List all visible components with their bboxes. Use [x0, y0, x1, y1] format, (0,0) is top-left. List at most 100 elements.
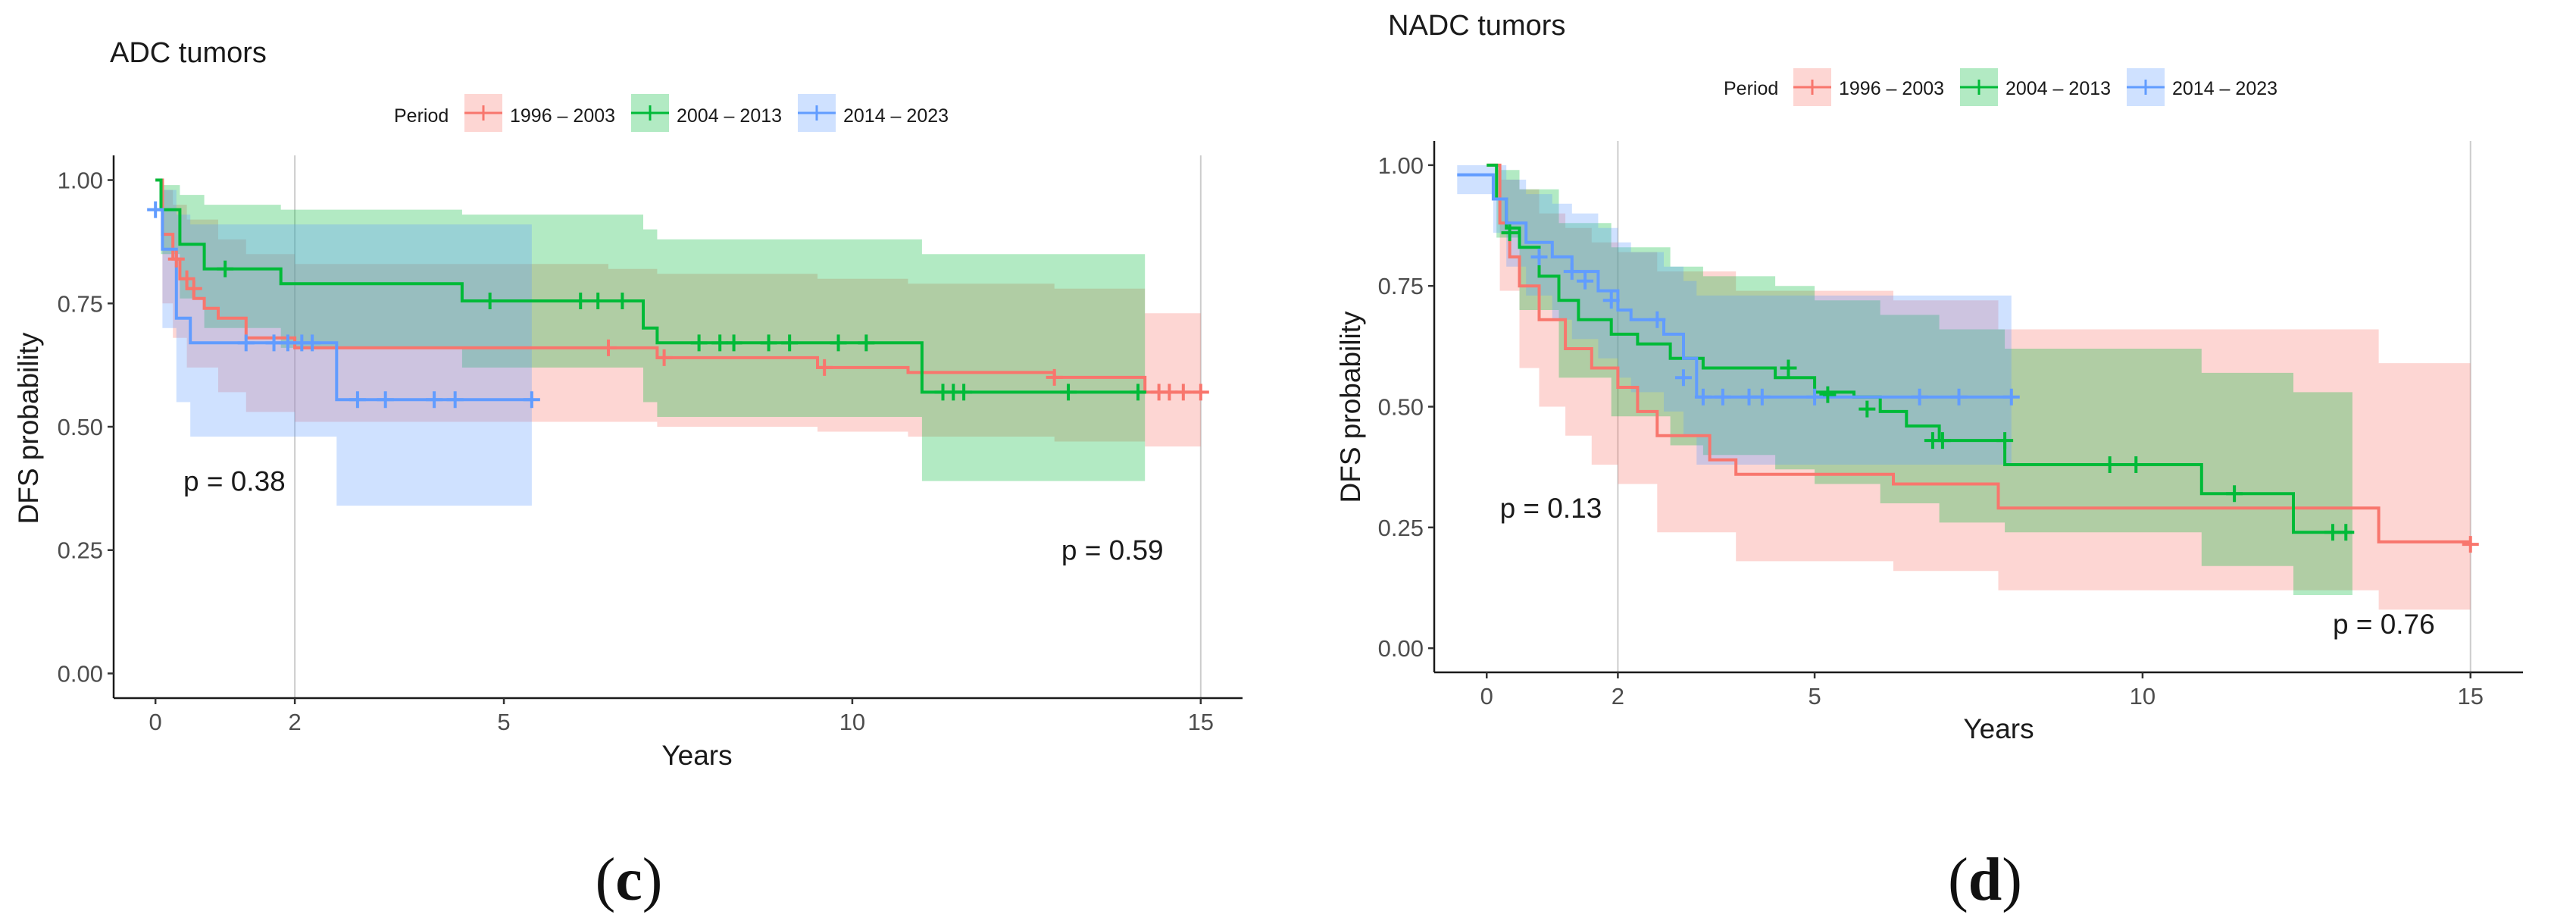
caption-open-paren: ( — [596, 847, 616, 913]
confidence-band — [1487, 164, 2352, 595]
censor-mark — [185, 280, 202, 297]
censor-mark — [2101, 456, 2118, 473]
y-tick-label: 0.25 — [1378, 515, 1424, 541]
censor-mark — [481, 293, 499, 310]
censor-mark — [600, 339, 617, 356]
censor-mark — [237, 334, 255, 352]
reference-lines — [294, 155, 1202, 698]
censor-marks — [147, 201, 1209, 409]
censor-mark — [1602, 292, 1620, 309]
censor-mark — [1911, 388, 1928, 406]
x-axis-ticks: 0 2 5 10 15 — [149, 698, 1214, 735]
censor-mark — [349, 391, 366, 409]
censor-mark — [1530, 248, 1548, 265]
censor-mark — [1934, 432, 1951, 449]
legend-key-censor-mark — [809, 105, 824, 121]
y-tick-label: 1.00 — [58, 168, 103, 194]
censor-mark — [2127, 456, 2145, 473]
y-tick-label: 0.00 — [1378, 635, 1424, 662]
censor-mark — [690, 334, 708, 352]
censor-mark — [217, 260, 234, 277]
y-tick-label: 0.75 — [58, 290, 103, 317]
censor-mark — [572, 293, 589, 310]
chart-title: NADC tumors — [1388, 10, 1565, 42]
censor-mark — [1950, 388, 1968, 406]
caption-close-paren: ) — [2002, 847, 2022, 913]
survival-curve — [1487, 163, 2471, 543]
x-tick-label: 10 — [2130, 683, 2156, 709]
confidence-band — [155, 180, 1201, 446]
y-axis-title: DFS probability — [13, 332, 44, 524]
censor-mark — [1694, 388, 1712, 406]
legend-label-2004-2013: 2004 – 2013 — [677, 105, 782, 127]
legend-title: Period — [394, 105, 449, 127]
censor-mark — [1819, 386, 1837, 403]
censor-mark — [1060, 384, 1077, 401]
x-tick-label: 15 — [1188, 709, 1214, 735]
chart-legend: Period 1996 – 2003 2004 – 2013 2014 – 20… — [1724, 68, 2277, 106]
y-axis-ticks: 0.00 0.25 0.50 0.75 1.00 — [58, 168, 114, 687]
chart-title: ADC tumors — [110, 37, 267, 69]
censor-mark — [377, 391, 394, 409]
censor-mark — [1046, 368, 1063, 386]
y-tick-label: 0.75 — [1378, 273, 1424, 299]
censor-mark — [614, 293, 631, 310]
censor-mark — [655, 349, 673, 366]
panel-caption-d: (d) — [1948, 847, 2022, 913]
chart-panel-c: ADC tumors Period 1996 – 2003 2004 – 201… — [13, 37, 1243, 913]
censor-mark — [265, 334, 283, 352]
censor-mark — [858, 334, 875, 352]
x-tick-label: 10 — [839, 709, 865, 735]
y-axis-ticks: 0.00 0.25 0.50 0.75 1.00 — [1378, 152, 1434, 662]
y-tick-label: 1.00 — [1378, 152, 1424, 179]
legend-key-censor-mark — [1971, 80, 1987, 95]
x-tick-label: 0 — [149, 709, 162, 735]
censor-mark — [1161, 384, 1178, 401]
caption-open-paren: ( — [1948, 847, 1968, 913]
censor-mark — [1649, 311, 1666, 328]
censor-mark — [760, 334, 777, 352]
censor-mark — [1674, 369, 1692, 387]
x-tick-label: 2 — [1612, 683, 1624, 709]
censor-mark — [2462, 536, 2479, 553]
panel-caption-c: (c) — [596, 847, 663, 913]
censor-mark — [2002, 388, 2020, 406]
censor-mark — [1996, 432, 2014, 449]
censor-mark — [1130, 384, 1147, 401]
legend-label-2014-2023: 2014 – 2023 — [2172, 78, 2277, 99]
y-axis-title: DFS probability — [1335, 311, 1366, 503]
p-value-label: p = 0.38 — [183, 466, 286, 497]
legend-key-censor-mark — [642, 105, 658, 121]
censor-mark — [147, 201, 164, 218]
censor-marks — [1501, 224, 2479, 553]
caption-letter: c — [615, 847, 642, 913]
censor-mark — [781, 334, 799, 352]
legend-label-1996-2003: 1996 – 2003 — [1839, 78, 1944, 99]
x-tick-label: 5 — [497, 709, 510, 735]
legend-label-2014-2023: 2014 – 2023 — [843, 105, 949, 127]
p-value-annotations: p = 0.38 p = 0.59 — [183, 466, 1164, 566]
legend-label-2004-2013: 2004 – 2013 — [2005, 78, 2111, 99]
censor-mark — [1563, 263, 1580, 280]
censor-mark — [1192, 384, 1209, 401]
censor-mark — [589, 293, 607, 310]
censor-mark — [1501, 224, 1518, 242]
legend-key-censor-mark — [476, 105, 491, 121]
caption-close-paren: ) — [642, 847, 663, 913]
censor-mark — [816, 359, 833, 376]
censor-mark — [830, 334, 847, 352]
reference-lines — [1617, 141, 2471, 672]
x-axis-ticks: 0 2 5 10 15 — [1480, 672, 2484, 709]
confidence-band — [1487, 164, 2471, 610]
confidence-band — [155, 180, 1146, 481]
censor-mark — [178, 270, 195, 287]
x-axis-title: Years — [1963, 713, 2034, 744]
censor-mark — [1714, 388, 1731, 406]
survival-curve — [1487, 163, 2352, 534]
censor-mark — [1780, 359, 1797, 377]
x-tick-label: 2 — [289, 709, 302, 735]
censor-mark — [1859, 400, 1876, 418]
x-axis-title: Years — [661, 740, 732, 771]
